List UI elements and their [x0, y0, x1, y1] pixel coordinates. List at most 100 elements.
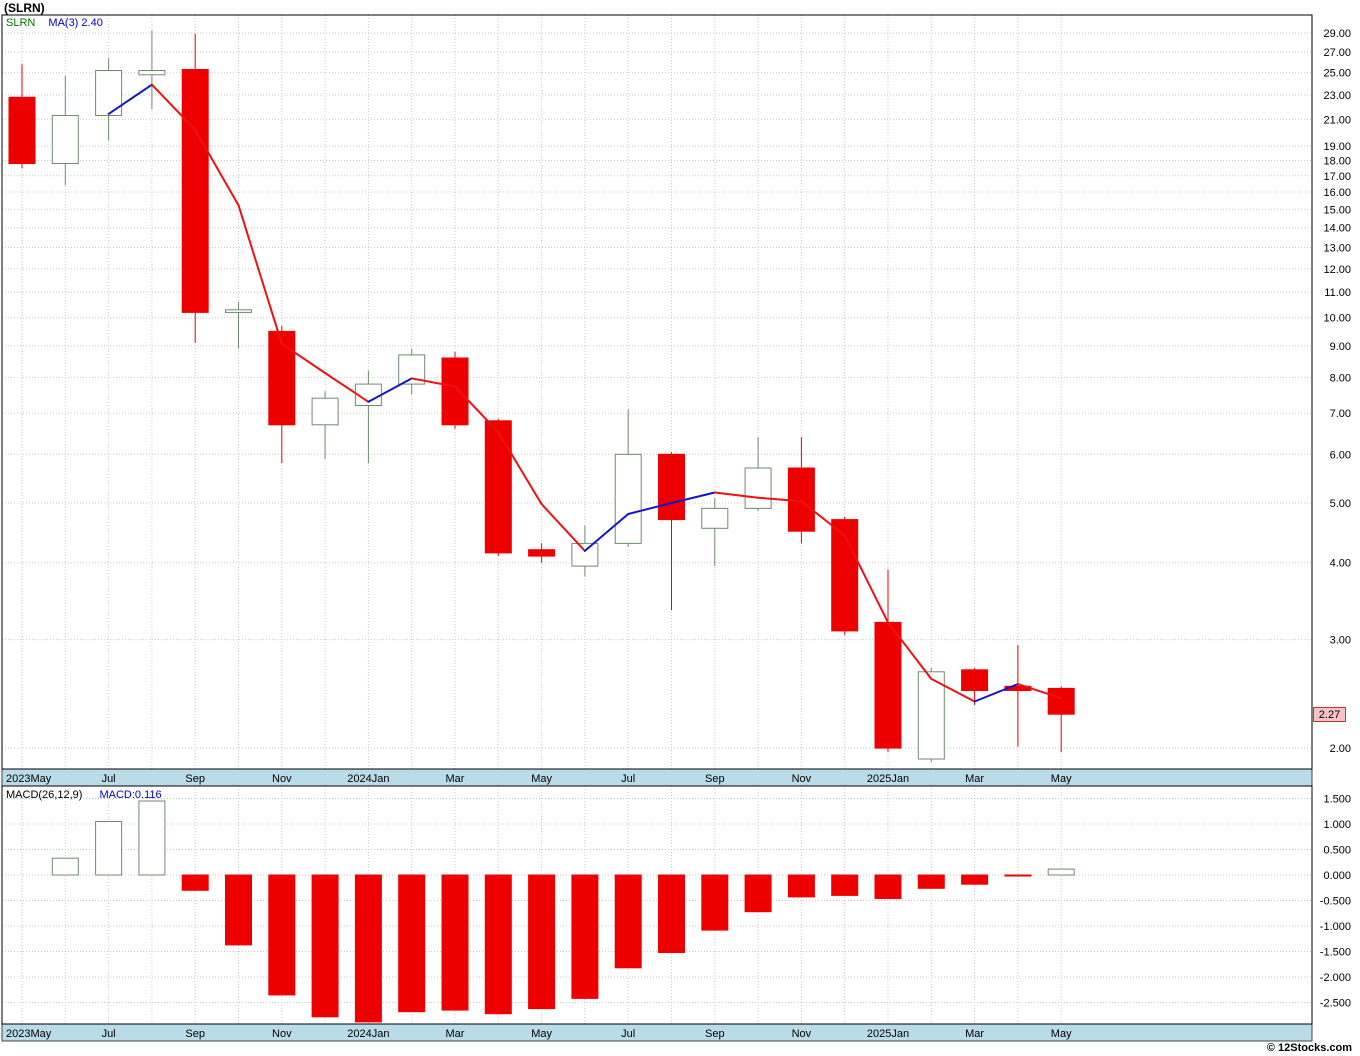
- macd-bar: [1047, 868, 1075, 876]
- price-tick-label: 14.00: [1323, 223, 1351, 235]
- price-axis-labels: 29.00 27.00 25.00 23.00 21.00 19.00 18.00 17.00…: [1323, 28, 1351, 755]
- candle-body: [874, 621, 902, 749]
- ma-segment: [454, 385, 500, 434]
- macd-bar: [181, 874, 209, 891]
- ma-segment: [930, 677, 976, 703]
- price-tick-label: 23.00: [1323, 90, 1351, 102]
- macd-bar: [528, 874, 556, 1010]
- candle-body: [268, 330, 296, 426]
- month-label: Mar: [965, 1028, 984, 1040]
- month-label: Jul: [102, 1028, 116, 1040]
- ma-line: [107, 83, 1063, 703]
- ma-segment: [670, 491, 716, 504]
- macd-tick-label: -0.500: [1320, 896, 1351, 908]
- month-label: Mar: [446, 1028, 465, 1040]
- macd-bar: [354, 874, 382, 1023]
- macd-bar: [1004, 874, 1032, 877]
- candle-body: [571, 542, 599, 567]
- price-tick-label: 29.00: [1323, 28, 1351, 40]
- price-tick-label: 19.00: [1323, 141, 1351, 153]
- macd-gridlines: [2, 798, 1312, 1003]
- month-label: 2025Jan: [867, 773, 909, 785]
- month-label: Mar: [965, 773, 984, 785]
- macd-tick-label: -1.000: [1320, 921, 1351, 933]
- macd-bar: [701, 874, 729, 931]
- macd-legend: MACD(26,12,9) MACD:0.116: [6, 789, 162, 801]
- price-tick-label: 25.00: [1323, 68, 1351, 80]
- macd-tick-label: 1.000: [1323, 819, 1351, 831]
- candle-body: [484, 420, 512, 554]
- macd-bar: [268, 874, 296, 996]
- ma-segment: [324, 372, 370, 403]
- month-label: Jul: [621, 773, 635, 785]
- macd-bar: [874, 874, 902, 899]
- price-tick-label: 5.00: [1330, 498, 1351, 510]
- month-label: Mar: [446, 773, 465, 785]
- month-label: Nov: [792, 773, 812, 785]
- legend-symbol: SLRN: [6, 17, 36, 29]
- price-tick-label: 4.00: [1330, 558, 1351, 570]
- watermark: © 12Stocks.com: [1266, 1042, 1352, 1054]
- ma-segment: [540, 503, 586, 552]
- month-label: Jul: [621, 1028, 635, 1040]
- macd-bar: [95, 821, 123, 876]
- candle-body: [614, 453, 642, 544]
- ma-segment: [194, 128, 240, 207]
- macd-bar: [225, 874, 252, 946]
- macd-bar: [51, 857, 79, 876]
- month-label: Sep: [185, 1028, 205, 1040]
- month-label: 2024Jan: [347, 1028, 389, 1040]
- ma-segment: [150, 83, 197, 131]
- candle-body: [701, 507, 729, 529]
- ma-segment: [973, 683, 1019, 703]
- ma-segment: [583, 513, 630, 552]
- ma-segment: [627, 502, 673, 515]
- macd-bar: [571, 874, 599, 999]
- price-tick-label: 15.00: [1323, 204, 1351, 216]
- price-tick-label: 10.00: [1323, 313, 1351, 325]
- month-label: 2023May: [6, 773, 52, 785]
- macd-pane: [2, 786, 1312, 1024]
- price-tick-label: 8.00: [1330, 372, 1351, 384]
- ma-segment: [800, 500, 846, 537]
- month-label: May: [1051, 1028, 1072, 1040]
- ma-segment: [713, 491, 760, 499]
- month-label: Sep: [705, 1028, 725, 1040]
- price-tick-label: 13.00: [1323, 243, 1351, 255]
- price-tick-label: 18.00: [1323, 156, 1351, 168]
- candle-body: [181, 69, 209, 313]
- price-tick-label: 16.00: [1323, 187, 1351, 199]
- macd-bar: [787, 874, 815, 898]
- macd-bar: [658, 874, 685, 953]
- candle-body: [787, 467, 815, 532]
- price-tick-label: 12.00: [1323, 264, 1351, 276]
- macd-legend-value: MACD:0.116: [99, 789, 162, 801]
- price-tick-label: 27.00: [1323, 47, 1351, 59]
- ma-segment: [107, 83, 153, 115]
- price-tick-label: 6.00: [1330, 449, 1351, 461]
- month-label: May: [531, 1028, 552, 1040]
- macd-axis-labels: 1.500 1.000 0.500 0.000 -0.500 -1.000 -1.500 -2…: [1320, 794, 1351, 1010]
- ma-segment: [497, 431, 543, 506]
- candle-body: [658, 453, 685, 521]
- month-label: 2023May: [6, 1028, 52, 1040]
- month-label: Nov: [272, 1028, 292, 1040]
- macd-bar: [484, 874, 512, 1015]
- legend-ma-value: MA(3) 2.40: [48, 17, 103, 29]
- ma-segment: [410, 377, 456, 388]
- macd-bar: [961, 874, 989, 885]
- candle-body: [311, 397, 339, 426]
- candle-body: [138, 70, 166, 76]
- macd-bar: [311, 874, 339, 1018]
- macd-bar: [831, 874, 859, 896]
- ma-segment: [887, 621, 933, 680]
- candle-body: [961, 669, 989, 691]
- month-label: Sep: [185, 773, 205, 785]
- ma-segment: [280, 342, 327, 374]
- candle-body: [8, 96, 36, 164]
- price-legend: SLRN MA(3) 2.40: [6, 17, 103, 29]
- macd-tick-label: -2.500: [1320, 998, 1351, 1010]
- price-tick-label: 21.00: [1323, 114, 1351, 126]
